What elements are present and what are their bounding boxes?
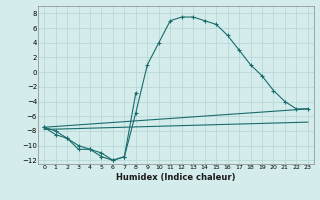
X-axis label: Humidex (Indice chaleur): Humidex (Indice chaleur) — [116, 173, 236, 182]
